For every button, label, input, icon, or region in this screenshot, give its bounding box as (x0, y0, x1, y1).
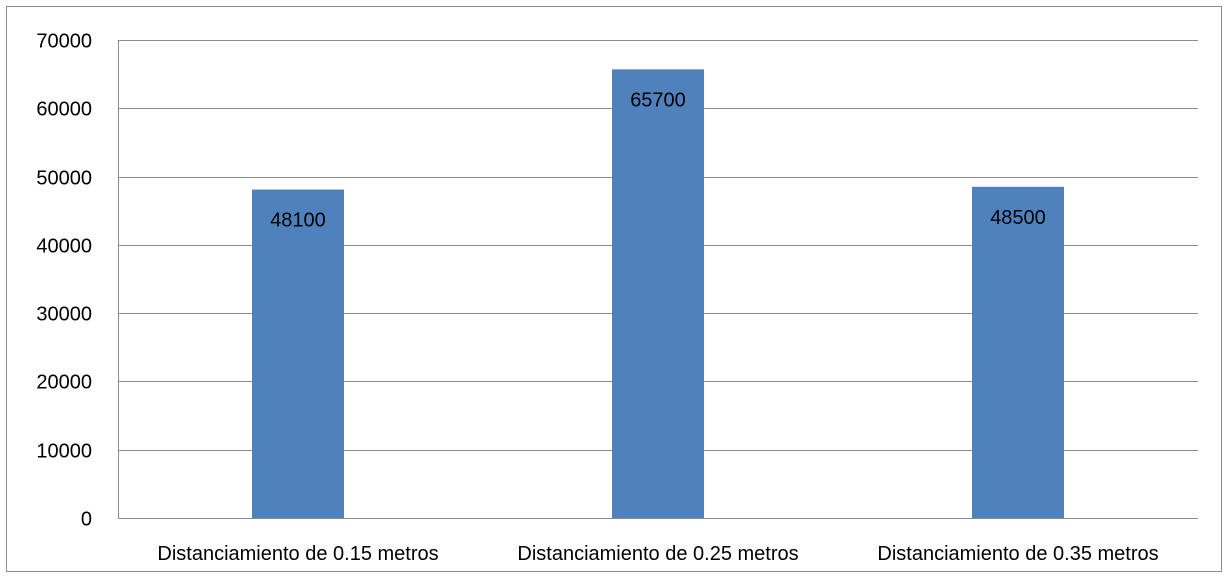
y-tick-label-70000: 70000 (36, 31, 92, 53)
bar-1 (252, 189, 344, 518)
y-tick-label-50000: 50000 (36, 168, 92, 190)
bar-3 (972, 186, 1064, 519)
y-tick-label-40000: 40000 (36, 236, 92, 258)
bar-2 (612, 69, 704, 518)
y-tick-label-0: 0 (81, 509, 92, 531)
x-category-label-3: Distanciamiento de 0.35 metros (877, 543, 1158, 565)
y-tick-label-30000: 30000 (36, 304, 92, 326)
x-category-label-2: Distanciamiento de 0.25 metros (517, 543, 798, 565)
y-tick-label-60000: 60000 (36, 99, 92, 121)
data-label-2: 65700 (630, 89, 686, 111)
x-category-label-1: Distanciamiento de 0.15 metros (157, 543, 438, 565)
y-tick-label-10000: 10000 (36, 441, 92, 463)
data-label-3: 48500 (990, 207, 1046, 229)
y-tick-label-20000: 20000 (36, 372, 92, 394)
data-label-1: 48100 (270, 210, 326, 232)
